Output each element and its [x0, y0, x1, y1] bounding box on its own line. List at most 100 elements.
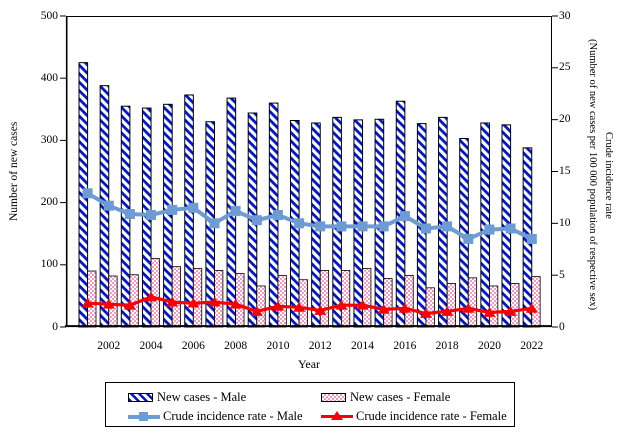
- y-axis-left-title: Number of new cases: [8, 121, 20, 222]
- female-cases-bar: [319, 269, 330, 328]
- female-cases-bar: [235, 273, 245, 328]
- male-rate-square-marker: [463, 233, 474, 244]
- x-axis-year-label: 2022: [520, 340, 544, 352]
- female-rate-triangle-marker: [208, 296, 221, 307]
- x-axis-year-label: 2004: [139, 340, 163, 352]
- female-cases-bar: [256, 285, 266, 328]
- female-rate-triangle-marker: [335, 299, 348, 310]
- female-cases-bar: [87, 270, 97, 328]
- left-axis-tick-label: 300: [40, 133, 58, 146]
- legend-item-rate-female: Crude incidence rate - Female: [321, 406, 507, 426]
- male-rate-square-marker: [421, 223, 431, 234]
- male-rate-square-marker: [209, 218, 220, 229]
- x-axis-year-label: 2008: [224, 340, 248, 352]
- female-cases-bar: [340, 269, 351, 328]
- right-axis-tick-label: 0: [559, 320, 565, 333]
- legend-male-square-marker: [139, 411, 148, 421]
- male-cases-bar: [163, 103, 173, 328]
- female-cases-bar: [446, 283, 456, 328]
- female-rate-triangle-marker: [441, 306, 454, 316]
- female-rate-triangle-marker: [356, 299, 369, 310]
- legend-swatch-female-bars: [321, 392, 346, 402]
- left-axis-tick-label: 100: [40, 258, 58, 271]
- legend-box: New cases - Male New cases - Female Crud…: [105, 382, 515, 427]
- female-rate-triangle-marker: [420, 308, 432, 318]
- right-axis-tick-label: 5: [559, 268, 565, 281]
- female-cases-bar: [425, 287, 435, 328]
- female-rate-triangle-marker: [166, 296, 179, 307]
- female-cases-bar: [150, 258, 160, 328]
- female-rate-triangle-marker: [187, 297, 200, 308]
- female-rate-triangle-marker: [123, 299, 136, 310]
- legend-label-new-cases-female: New cases - Female: [350, 389, 451, 404]
- x-axis-year-label: 2018: [435, 340, 459, 352]
- male-rate-square-marker: [167, 204, 178, 215]
- right-axis-tick-label: 10: [559, 216, 571, 229]
- female-rate-triangle-marker: [229, 298, 242, 309]
- male-rate-square-marker: [82, 188, 93, 199]
- legend-female-triangle-marker: [331, 410, 343, 420]
- left-axis-tick-label: 500: [40, 9, 58, 22]
- female-cases-bar: [404, 274, 414, 328]
- female-cases-bar: [192, 268, 203, 328]
- female-rate-triangle-marker: [462, 302, 475, 313]
- male-rate-square-marker: [188, 202, 199, 213]
- x-axis-year-label: 2016: [393, 340, 417, 352]
- plot-border: [66, 16, 552, 327]
- male-rate-line: [85, 191, 534, 241]
- y-axis-right-title-line1: Crude incidence rate: [603, 131, 614, 219]
- male-rate-square-marker: [103, 200, 114, 211]
- male-rate-square-marker: [230, 205, 241, 216]
- male-rate-square-marker: [505, 223, 516, 234]
- legend-item-new-cases-female: New cases - Female: [321, 387, 450, 407]
- male-rate-square-marker: [294, 218, 305, 229]
- female-cases-bar: [171, 266, 181, 328]
- male-rate-square-marker: [146, 210, 156, 220]
- x-axis-year-label: 2020: [477, 340, 501, 352]
- right-axis-tick-label: 15: [559, 165, 571, 177]
- female-cases-bar: [489, 285, 499, 328]
- x-axis-title: Year: [297, 357, 321, 371]
- female-cases-bar: [531, 276, 541, 328]
- female-rate-triangle-marker: [504, 306, 517, 316]
- right-axis-tick-label: 30: [559, 9, 571, 22]
- plot-area: [60, 15, 558, 328]
- male-rate-square-marker: [378, 221, 389, 232]
- legend-label-rate-male: Crude incidence rate - Male: [163, 408, 303, 423]
- left-axis-tick-label: 400: [40, 71, 58, 84]
- x-axis-year-label: 2014: [351, 340, 375, 352]
- legend-label-new-cases-male: New cases - Male: [157, 389, 247, 404]
- male-rate-square-marker: [399, 211, 410, 222]
- female-cases-bar: [362, 268, 372, 328]
- female-cases-bar: [214, 269, 224, 328]
- legend-swatch-female-rate-line: [321, 410, 353, 422]
- right-axis-tick-label: 25: [559, 61, 571, 74]
- male-rate-square-marker: [272, 210, 283, 220]
- female-cases-bar: [510, 283, 520, 328]
- male-rate-square-marker: [315, 221, 326, 232]
- male-rate-square-marker: [251, 215, 262, 226]
- y-axis-right-title-line2: (Number of new cases per 100 000 populat…: [587, 39, 598, 311]
- legend-swatch-male-rate-line: [128, 411, 160, 422]
- female-rate-line: [86, 295, 534, 316]
- legend-swatch-male-bars: [128, 392, 153, 402]
- female-cases-bar: [467, 277, 478, 328]
- female-cases-bar: [298, 279, 308, 328]
- left-axis-tick-label: 0: [52, 320, 58, 333]
- male-rate-square-marker: [484, 224, 495, 235]
- female-rate-triangle-marker: [314, 305, 327, 315]
- female-rate-triangle-marker: [250, 306, 263, 316]
- female-rate-triangle-marker: [102, 298, 115, 309]
- x-axis-year-label: 2010: [266, 340, 290, 352]
- x-axis-year-label: 2002: [97, 340, 121, 352]
- female-rate-triangle-marker: [271, 300, 284, 311]
- x-axis-year-label: 2012: [308, 340, 332, 352]
- female-cases-bar: [383, 278, 393, 328]
- x-axis-year-label: 2006: [181, 340, 205, 352]
- female-cases-bar: [277, 274, 287, 328]
- legend-label-rate-female: Crude incidence rate - Female: [356, 408, 507, 423]
- female-rate-triangle-marker: [377, 303, 390, 314]
- left-axis-tick-label: 200: [40, 196, 58, 209]
- y-axis-right-title: Crude incidence rate (Number of new case…: [580, 6, 616, 344]
